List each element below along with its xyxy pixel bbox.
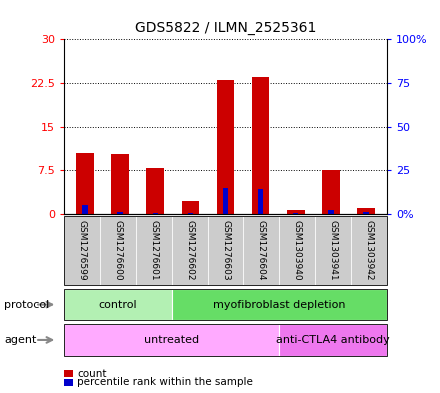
Bar [322,171,340,214]
Bar [153,213,158,214]
Text: protocol: protocol [4,299,50,310]
Text: GSM1276599: GSM1276599 [77,220,86,281]
Text: GSM1276602: GSM1276602 [185,220,194,281]
Text: GSM1303941: GSM1303941 [329,220,338,281]
Bar [147,167,164,214]
Text: count: count [77,369,106,379]
Bar [293,213,298,214]
Bar [188,213,193,214]
Bar [82,205,88,214]
Bar [117,211,123,214]
Text: GSM1276604: GSM1276604 [257,220,266,281]
Title: GDS5822 / ILMN_2525361: GDS5822 / ILMN_2525361 [135,22,316,35]
Bar [76,153,94,214]
Text: GSM1276601: GSM1276601 [149,220,158,281]
Bar [357,208,375,214]
Bar [252,77,269,214]
Bar [328,210,334,214]
Bar [111,154,129,214]
Text: untreated: untreated [144,335,199,345]
Text: myofibroblast depletion: myofibroblast depletion [213,299,346,310]
Text: GSM1276603: GSM1276603 [221,220,230,281]
Text: control: control [99,299,137,310]
Text: GSM1276600: GSM1276600 [113,220,122,281]
Bar [182,201,199,214]
Bar [258,189,263,214]
Text: anti-CTLA4 antibody: anti-CTLA4 antibody [276,335,390,345]
Bar [223,188,228,214]
Text: GSM1303942: GSM1303942 [365,220,374,281]
Text: percentile rank within the sample: percentile rank within the sample [77,377,253,387]
Bar [363,213,369,214]
Bar [217,80,234,214]
Text: agent: agent [4,335,37,345]
Bar [287,209,304,214]
Text: GSM1303940: GSM1303940 [293,220,302,281]
